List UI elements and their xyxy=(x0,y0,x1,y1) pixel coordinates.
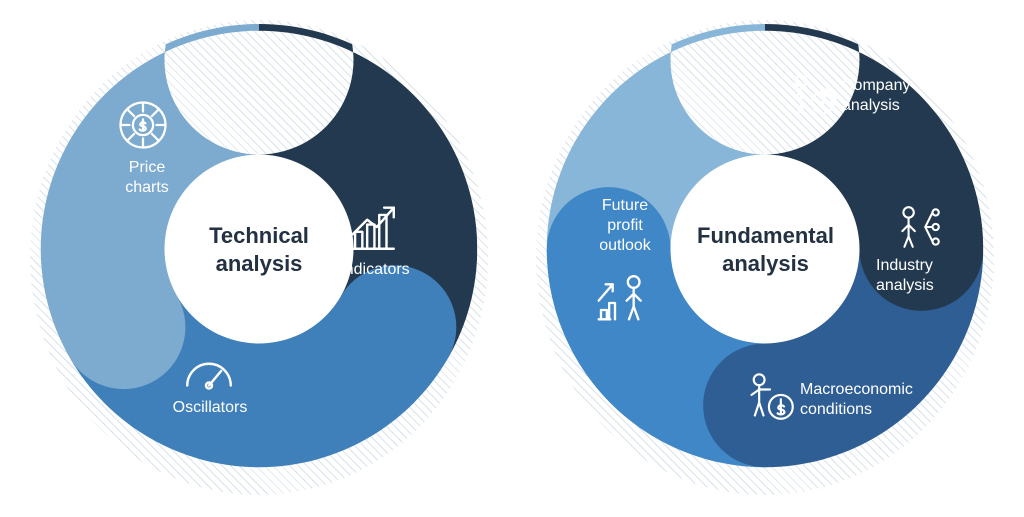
lobe-right-r xyxy=(860,187,984,311)
lobe-left-l xyxy=(62,265,186,389)
center-line2-r: analysis xyxy=(722,251,809,276)
lobe-top-l xyxy=(197,31,321,155)
center-line1-l: Technical xyxy=(209,223,309,248)
lobe-bottom-r xyxy=(703,344,827,468)
center-line1-r: Fundamental xyxy=(697,223,834,248)
lobe-right-l xyxy=(333,265,457,389)
fundamental-center-label: Fundamental analysis xyxy=(678,222,853,277)
center-line2-l: analysis xyxy=(216,251,303,276)
technical-center-label: Technical analysis xyxy=(174,222,344,277)
lobe-left-r xyxy=(547,187,671,311)
lobe-top-r xyxy=(703,31,827,155)
analysis-infographic: Technical analysis Price charts Indicato… xyxy=(0,0,1024,517)
